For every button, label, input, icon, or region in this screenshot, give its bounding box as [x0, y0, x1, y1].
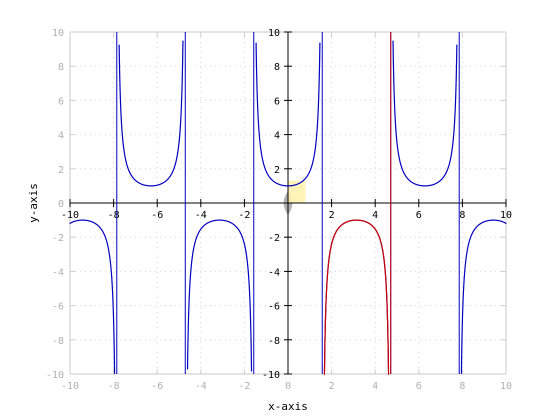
y-tick-label-outer: -4 [52, 267, 64, 278]
y-axis-tick-label: 10 [268, 28, 280, 39]
x-axis-tick-label: -6 [151, 210, 163, 221]
y-axis-tick-label: 6 [274, 96, 280, 107]
shaded-region [288, 180, 306, 203]
y-axis-tick-label: -2 [268, 233, 280, 244]
x-tick-label-outer: -10 [61, 381, 79, 392]
y-axis-title: y-axis [27, 183, 40, 223]
x-tick-label-outer: 6 [416, 381, 422, 392]
x-tick-label-outer: 0 [285, 381, 291, 392]
y-axis-tick-label: -8 [268, 336, 280, 347]
x-axis-tick-label: 6 [416, 210, 422, 221]
red-secant-series [323, 219, 390, 375]
y-axis-tick-label: -10 [262, 370, 280, 381]
x-tick-label-outer: -4 [195, 381, 207, 392]
x-axis-tick-label: 4 [372, 210, 378, 221]
x-axis-tick-label: -4 [195, 210, 207, 221]
x-axis-tick-label: 8 [459, 210, 465, 221]
y-tick-label-outer: 6 [58, 96, 64, 107]
x-axis-tick-label: -2 [238, 210, 250, 221]
y-axis-tick-label: 4 [274, 131, 280, 142]
y-axis-tick-label: 8 [274, 62, 280, 73]
x-tick-label-outer: 4 [372, 381, 378, 392]
shade-layer [283, 180, 306, 215]
x-tick-label-outer: -8 [108, 381, 120, 392]
x-tick-label-outer: 2 [329, 381, 335, 392]
x-tick-label-outer: 10 [500, 381, 512, 392]
y-tick-label-outer: 10 [52, 28, 64, 39]
x-tick-label-outer: -6 [151, 381, 163, 392]
y-axis-tick-label: -6 [268, 302, 280, 313]
x-axis-tick-label: -10 [61, 210, 79, 221]
y-tick-label-outer: 8 [58, 62, 64, 73]
axes-layer [69, 31, 507, 375]
series-layer [69, 32, 507, 375]
y-tick-label-outer: -6 [52, 302, 64, 313]
y-axis-tick-label: 2 [274, 165, 280, 176]
y-tick-label-outer: -2 [52, 233, 64, 244]
y-axis-tick-label: -4 [268, 267, 280, 278]
x-axis-tick-label: 10 [500, 210, 512, 221]
x-axis-tick-label: 2 [329, 210, 335, 221]
y-tick-label-outer: 2 [58, 165, 64, 176]
x-tick-label-outer: 8 [459, 381, 465, 392]
y-tick-label-outer: 0 [58, 199, 64, 210]
x-axis-tick-label: -8 [108, 210, 120, 221]
y-tick-label-outer: 4 [58, 131, 64, 142]
y-tick-label-outer: -10 [46, 370, 64, 381]
x-tick-label-outer: -2 [238, 381, 250, 392]
x-axis-title: x-axis [268, 400, 308, 413]
y-tick-label-outer: -8 [52, 336, 64, 347]
